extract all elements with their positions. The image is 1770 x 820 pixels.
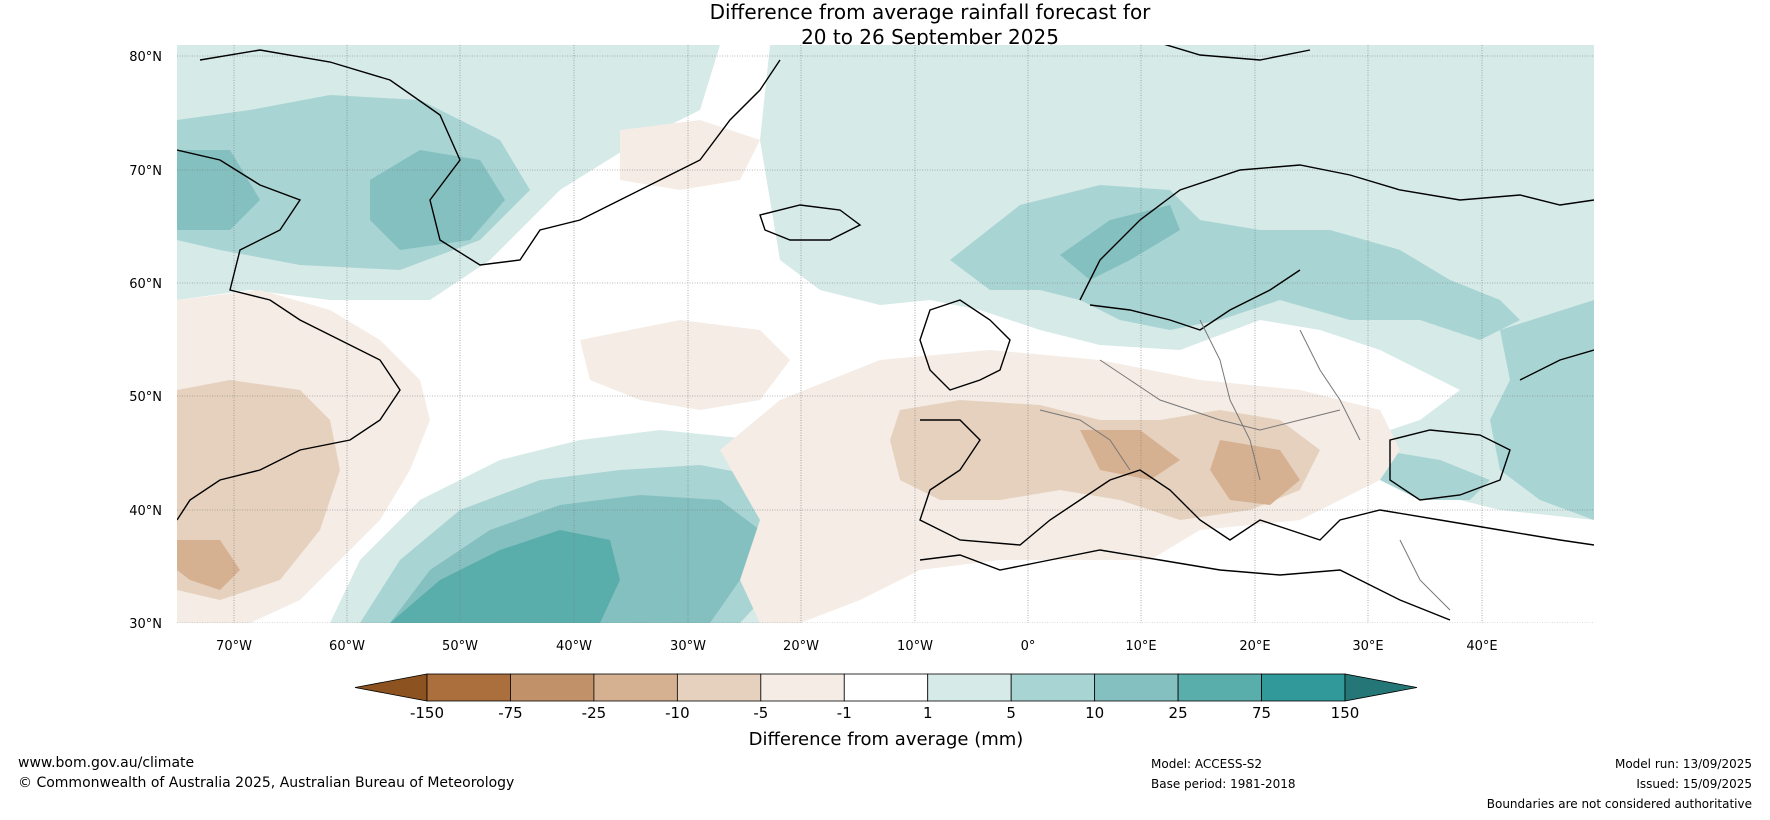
colorbar-tick-label: 10 [1085, 704, 1104, 722]
colorbar-swatch [510, 673, 595, 702]
colorbar-tick-label: 75 [1252, 704, 1271, 722]
lon-label: 40°W [556, 639, 592, 654]
website-link[interactable]: www.bom.gov.au/climate [18, 755, 195, 771]
colorbar-swatch [843, 673, 929, 702]
model-run-text: Model run: 13/09/2025 [1614, 757, 1752, 771]
colorbar-extend-low [354, 673, 428, 702]
colorbar-swatch [1261, 673, 1346, 702]
issued-text: Issued: 15/09/2025 [1636, 777, 1752, 791]
title-line-1: Difference from average rainfall forecas… [709, 0, 1151, 24]
colorbar-tick-label: 5 [1006, 704, 1016, 722]
colorbar-swatch [1010, 673, 1096, 702]
colorbar-extend-high [1344, 673, 1418, 702]
colorbar-swatch [1094, 673, 1179, 702]
colorbar-tick-label: -1 [837, 704, 852, 722]
lon-label: 30°E [1352, 639, 1383, 654]
wet-region-scandinavia [950, 185, 1520, 340]
graticule [177, 45, 1594, 623]
colorbar-tick-label: -5 [753, 704, 768, 722]
wet-region-atlantic-core [390, 530, 620, 623]
colorbar-tick-label: -150 [410, 704, 444, 722]
colorbar-tick-label: -10 [665, 704, 690, 722]
colorbar: -150 -75 -25 -10 -5 -1 1 5 10 25 75 150 [354, 673, 1418, 722]
lon-label: 0° [1021, 639, 1036, 654]
dry-region-mid-atlantic [580, 320, 790, 410]
dry-region-atlantic-west [177, 540, 240, 590]
colorbar-swatch [426, 673, 511, 702]
lon-label: 20°E [1239, 639, 1270, 654]
base-period-text: Base period: 1981-2018 [1151, 777, 1296, 791]
copyright-text: © Commonwealth of Australia 2025, Austra… [18, 775, 515, 791]
colorbar-label: Difference from average (mm) [749, 729, 1024, 750]
lon-label: 40°E [1466, 639, 1497, 654]
colorbar-swatch [760, 673, 845, 702]
colorbar-swatch [593, 673, 678, 702]
coastlines [177, 45, 1594, 621]
lon-label: 30°W [670, 639, 706, 654]
disclaimer-text: Boundaries are not considered authoritat… [1486, 797, 1752, 811]
wet-region-norway-peak [1060, 205, 1180, 280]
colorbar-swatch [676, 673, 762, 702]
lon-label: 70°W [216, 639, 252, 654]
lon-label: 50°W [442, 639, 478, 654]
rainfall-anomaly-shading [177, 45, 1594, 623]
colorbar-tick-label: 1 [923, 704, 933, 722]
colorbar-tick-label: 150 [1331, 704, 1360, 722]
wet-region-black-sea [1380, 450, 1490, 500]
lon-label: 60°W [329, 639, 365, 654]
wet-region-russia [1490, 300, 1594, 520]
colorbar-swatch [927, 673, 1012, 702]
lat-label: 70°N [129, 164, 162, 179]
lon-label: 10°W [897, 639, 933, 654]
colorbar-tick-label: 25 [1169, 704, 1188, 722]
colorbar-tick-label: -75 [498, 704, 523, 722]
lon-label: 20°W [783, 639, 819, 654]
lat-label: 40°N [129, 504, 162, 519]
dry-region-east-greenland [620, 120, 760, 190]
lat-label: 60°N [129, 277, 162, 292]
dry-region-alps [1080, 430, 1180, 480]
latitude-labels: 80°N 70°N 60°N 50°N 40°N 30°N [129, 50, 162, 632]
map-title: Difference from average rainfall forecas… [0, 0, 1770, 50]
country-borders [1039, 319, 1451, 611]
lat-label: 80°N [129, 50, 162, 65]
colorbar-swatch [1177, 673, 1262, 702]
lon-label: 10°E [1125, 639, 1156, 654]
model-text: Model: ACCESS-S2 [1151, 757, 1263, 771]
wet-region-greenland-peak [370, 150, 505, 250]
longitude-labels: 70°W 60°W 50°W 40°W 30°W 20°W 10°W 0° 10… [216, 639, 1498, 654]
lat-label: 50°N [129, 390, 162, 405]
lat-label: 30°N [129, 617, 162, 632]
colorbar-tick-label: -25 [582, 704, 607, 722]
